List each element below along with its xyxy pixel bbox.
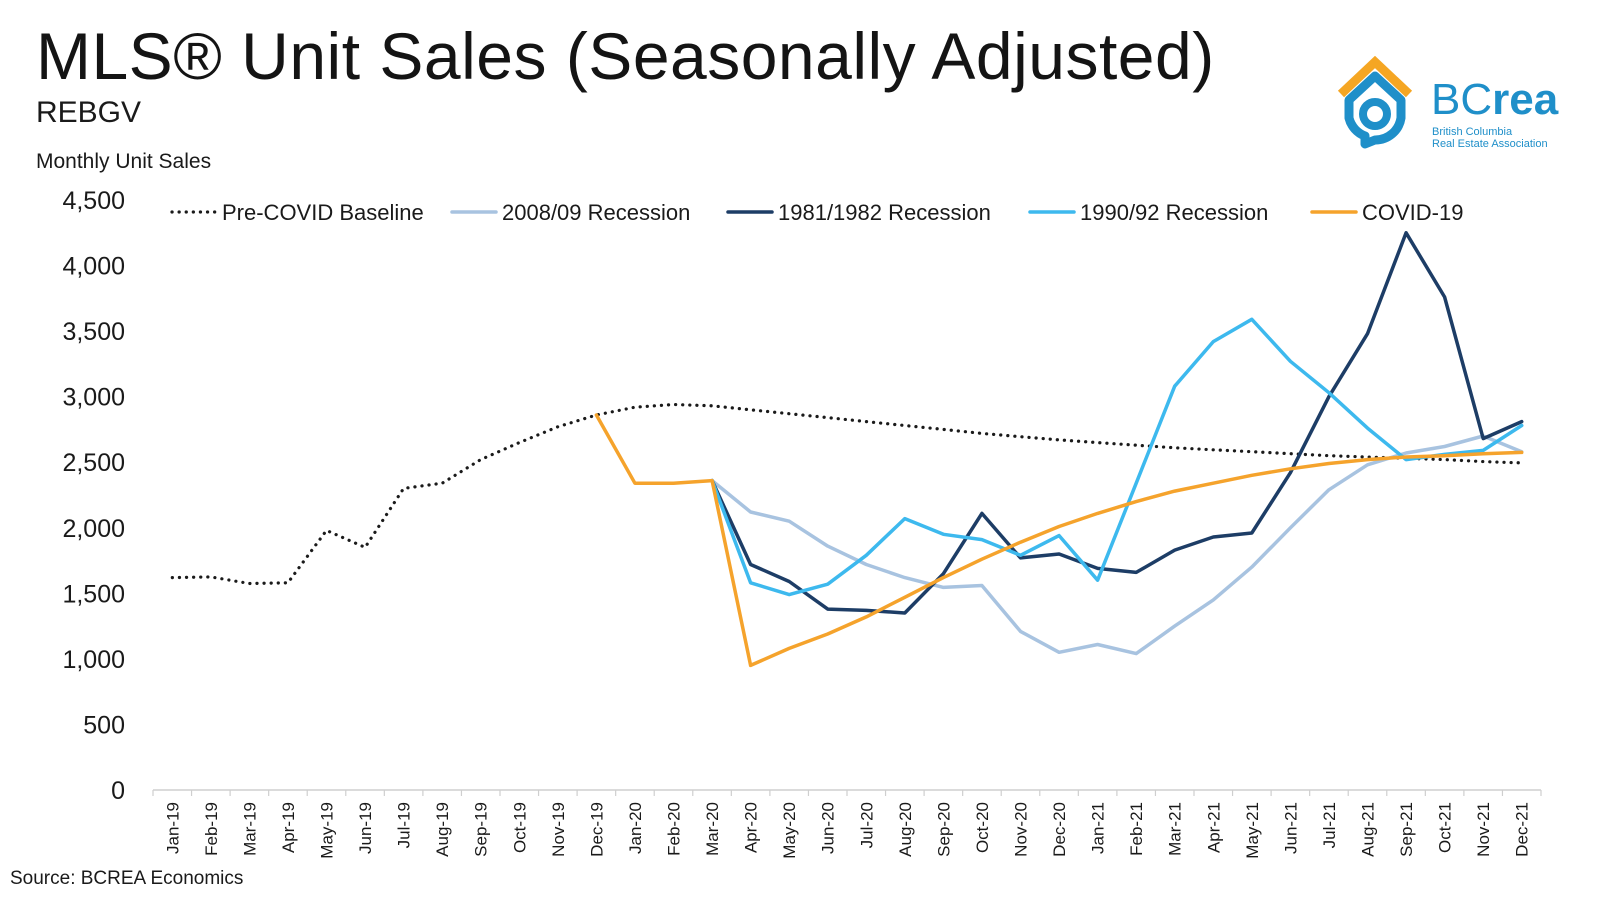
logo-tagline: British Columbia Real Estate Association — [1432, 126, 1572, 150]
x-tick-label: Jul-20 — [857, 802, 876, 848]
x-tick-label: May-20 — [780, 802, 799, 859]
x-tick-label: Oct-19 — [510, 802, 529, 853]
logo-word-bc: BC — [1431, 75, 1493, 124]
x-tick-label: Jun-19 — [356, 802, 375, 854]
series-lines — [170, 231, 1524, 668]
x-tick-label: Sep-19 — [472, 802, 491, 857]
y-axis-ticks: 0 500 1,000 1,500 2,000 2,500 3,000 3,500 4,000 4… — [62, 187, 125, 805]
chart-title: MLS® Unit Sales (Seasonally Adjusted) — [36, 19, 1215, 93]
x-tick-label: Nov-20 — [1012, 802, 1031, 857]
x-tick-label: Jun-21 — [1281, 802, 1300, 854]
x-tick-label: Feb-21 — [1127, 802, 1146, 856]
x-tick-label: Jul-19 — [395, 802, 414, 848]
logo-word-rea: rea — [1492, 75, 1559, 124]
series-line-1990-92-recession — [710, 317, 1524, 597]
legend-label: COVID-19 — [1362, 200, 1463, 225]
x-tick-label: Apr-21 — [1204, 802, 1223, 853]
x-tick-label: Apr-20 — [742, 802, 761, 853]
x-tick-label: Jan-21 — [1089, 802, 1108, 854]
x-tick-label: Nov-19 — [549, 802, 568, 857]
x-tick-label: Mar-21 — [1166, 802, 1185, 856]
legend-label: 1981/1982 Recession — [778, 200, 991, 225]
y-axis-title: Monthly Unit Sales — [36, 150, 212, 173]
x-tick-label: Aug-20 — [896, 802, 915, 857]
source-note: Source: BCREA Economics — [10, 868, 244, 889]
legend: Pre-COVID Baseline 2008/09 Recession 1981/… — [170, 200, 1463, 225]
x-tick-label: Mar-20 — [703, 802, 722, 856]
logo-tagline-2: Real Estate Association — [1432, 138, 1548, 150]
x-tick-label: May-19 — [318, 802, 337, 859]
y-tick-label: 0 — [111, 777, 125, 805]
legend-label: Pre-COVID Baseline — [222, 200, 424, 225]
x-tick-label: Feb-19 — [202, 802, 221, 856]
x-tick-label: Feb-20 — [665, 802, 684, 856]
x-axis — [152, 789, 1542, 796]
x-tick-label: Oct-21 — [1436, 802, 1455, 853]
x-tick-label: Sep-21 — [1397, 802, 1416, 857]
x-tick-label: Jul-21 — [1320, 802, 1339, 848]
y-tick-label: 1,500 — [62, 580, 125, 608]
y-tick-label: 2,500 — [62, 449, 125, 477]
y-tick-label: 1,000 — [62, 646, 125, 674]
x-axis-ticks: Jan-19 Feb-19 Mar-19 Apr-19 May-19 Jun-19 Jul-… — [163, 802, 1531, 859]
x-tick-label: Jan-20 — [626, 802, 645, 854]
logo-tagline-1: British Columbia — [1432, 126, 1513, 138]
y-tick-label: 500 — [83, 711, 125, 739]
x-tick-label: Sep-20 — [934, 802, 953, 857]
y-tick-label: 4,500 — [62, 187, 125, 215]
series-line-2008-09-recession — [710, 434, 1524, 656]
logo-wordmark: BCrea — [1431, 78, 1558, 122]
legend-label: 2008/09 Recession — [502, 200, 690, 225]
series-line-1981-1982-recession — [710, 231, 1524, 615]
x-tick-label: Nov-21 — [1474, 802, 1493, 857]
series-line-covid-19 — [594, 413, 1524, 668]
x-tick-label: Dec-20 — [1050, 802, 1069, 857]
x-tick-label: Aug-21 — [1359, 802, 1378, 857]
y-tick-label: 2,000 — [62, 515, 125, 543]
house-icon — [1337, 56, 1413, 149]
bcrea-logo: BCrea British Columbia Real Estate Assoc… — [1335, 56, 1565, 156]
x-tick-label: May-21 — [1243, 802, 1262, 859]
legend-label: 1990/92 Recession — [1080, 200, 1268, 225]
series-line-pre-covid-baseline — [170, 402, 1524, 586]
y-tick-label: 3,000 — [62, 384, 125, 412]
x-tick-label: Aug-19 — [433, 802, 452, 857]
y-tick-label: 4,000 — [62, 253, 125, 281]
x-tick-label: Dec-19 — [587, 802, 606, 857]
x-tick-label: Oct-20 — [973, 802, 992, 853]
x-tick-label: Dec-21 — [1513, 802, 1532, 857]
x-tick-label: Jun-20 — [819, 802, 838, 854]
chart-subtitle: REBGV — [36, 96, 142, 129]
x-tick-label: Jan-19 — [163, 802, 182, 854]
x-tick-label: Apr-19 — [279, 802, 298, 853]
x-tick-label: Mar-19 — [240, 802, 259, 856]
y-tick-label: 3,500 — [62, 318, 125, 346]
